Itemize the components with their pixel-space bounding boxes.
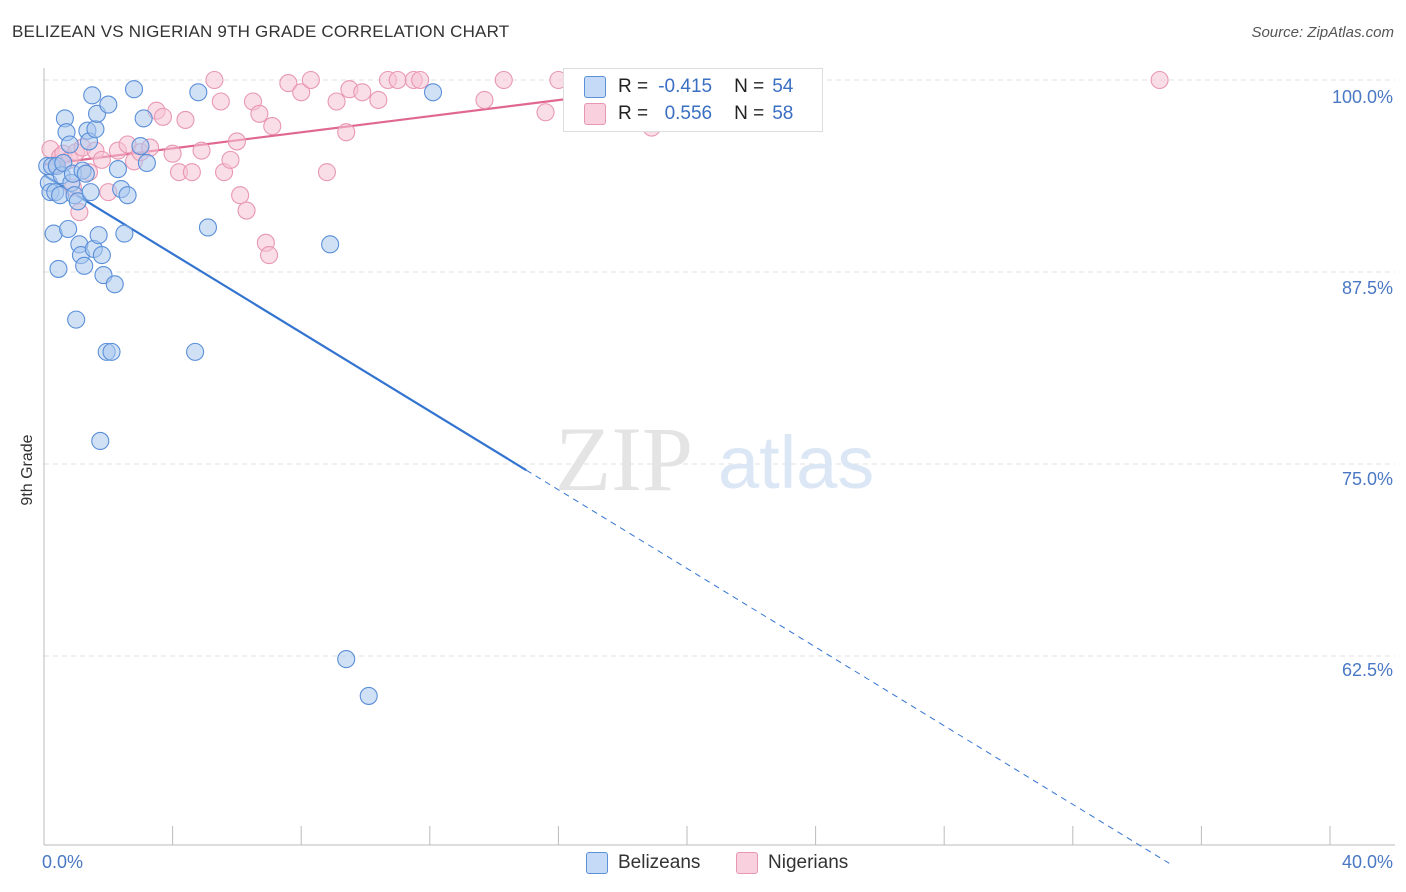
y-tick-label-62-5: 62.5%: [1341, 660, 1393, 680]
belizean-point: [321, 235, 340, 254]
nigerian-point: [153, 107, 173, 126]
nigerian-point: [182, 163, 201, 182]
belizeans-trendline-extension: [525, 469, 1170, 864]
nigerian-point: [301, 70, 320, 90]
nigerian-point: [163, 144, 182, 163]
x-tick-label-max: 40.0%: [1341, 852, 1393, 872]
belizean-point: [86, 120, 105, 139]
belizean-point: [189, 83, 208, 102]
nigerian-point: [327, 92, 346, 111]
belizean-point: [67, 310, 86, 329]
nigerian-point: [388, 70, 407, 90]
belizean-point: [131, 136, 150, 156]
belizean-point: [81, 183, 100, 202]
legend-row-belizeans: R = -0.415 N = 54: [584, 75, 793, 99]
n-value: 58: [772, 103, 794, 124]
watermark-atlas: atlas: [718, 421, 874, 504]
nigerian-point: [221, 150, 240, 169]
legend-item-belizeans[interactable]: Belizeans: [586, 852, 700, 874]
axes: [43, 68, 1395, 846]
belizean-point: [108, 160, 127, 179]
belizeans-points: [38, 80, 443, 705]
belizean-point: [337, 650, 356, 669]
nigerian-point: [536, 103, 555, 122]
nigerian-point: [369, 90, 388, 110]
belizean-point: [115, 224, 134, 243]
nigerian-point: [176, 110, 195, 129]
nigerian-point: [192, 141, 211, 160]
belizeans-trendline: [43, 174, 527, 472]
belizeans-swatch: [586, 852, 608, 874]
legend-item-nigerians[interactable]: Nigerians: [736, 852, 848, 874]
belizean-point: [68, 192, 87, 211]
nigerian-point: [475, 90, 494, 110]
legend-row-nigerians: R = 0.556 N = 58: [584, 102, 793, 126]
nigerians-swatch: [584, 103, 606, 125]
nigerian-point: [263, 117, 282, 136]
belizeans-swatch: [584, 76, 606, 98]
chart-title: BELIZEAN VS NIGERIAN 9TH GRADE CORRELATI…: [12, 22, 510, 41]
r-value: -0.415: [658, 76, 713, 97]
n-value: 54: [772, 76, 794, 97]
y-tick-label-87-5: 87.5%: [1341, 278, 1393, 298]
belizean-point: [186, 342, 205, 361]
belizean-point: [124, 80, 144, 99]
source-label: Source: ZipAtlas.com: [1251, 24, 1394, 41]
belizean-point: [91, 431, 110, 451]
nigerian-point: [211, 92, 230, 111]
nigerian-point: [237, 201, 256, 220]
belizean-point: [83, 86, 102, 105]
nigerian-point: [205, 70, 224, 90]
watermark-zip: ZIP: [555, 408, 693, 510]
belizean-point: [105, 275, 124, 294]
nigerian-point: [411, 70, 430, 90]
x-tick-label-min: 0.0%: [42, 852, 84, 872]
n-label: N =: [734, 76, 765, 97]
belizean-point: [99, 95, 118, 114]
r-label: R =: [618, 76, 649, 97]
belizean-point: [92, 246, 111, 265]
r-label: R =: [618, 103, 649, 124]
nigerian-point: [259, 246, 279, 265]
y-tick-label-100: 100.0%: [1331, 87, 1393, 107]
y-axis-label: 9th Grade: [19, 434, 36, 506]
nigerian-point: [494, 70, 513, 90]
nigerian-point: [317, 163, 336, 182]
belizean-point: [359, 686, 378, 705]
belizean-point: [118, 186, 137, 205]
belizean-point: [198, 218, 218, 237]
nigerian-point: [1150, 70, 1169, 90]
belizean-point: [134, 109, 153, 128]
belizean-point: [59, 219, 78, 239]
nigerian-point: [353, 83, 372, 102]
n-label: N =: [734, 103, 765, 124]
belizean-point: [137, 153, 156, 172]
belizean-point: [102, 342, 121, 361]
nigerian-point: [337, 123, 356, 142]
belizean-point: [89, 226, 108, 245]
correlation-legend: R = -0.415 N = 54 R = 0.556 N = 58: [563, 68, 823, 132]
belizeans-label: Belizeans: [618, 852, 701, 873]
nigerian-point: [279, 74, 298, 93]
belizean-point: [423, 83, 443, 102]
nigerian-point: [292, 83, 311, 102]
belizean-point: [60, 135, 79, 154]
nigerian-point: [231, 186, 250, 205]
belizean-point: [49, 259, 68, 278]
nigerian-point: [227, 132, 246, 151]
nigerian-point: [92, 150, 111, 169]
belizean-point: [76, 164, 95, 183]
y-tick-label-75: 75.0%: [1341, 469, 1393, 489]
nigerians-label: Nigerians: [768, 852, 849, 873]
belizean-point: [75, 256, 94, 275]
nigerian-point: [250, 104, 269, 123]
r-value: 0.556: [664, 103, 713, 124]
nigerians-swatch: [736, 852, 758, 874]
gridlines: [44, 79, 1395, 657]
